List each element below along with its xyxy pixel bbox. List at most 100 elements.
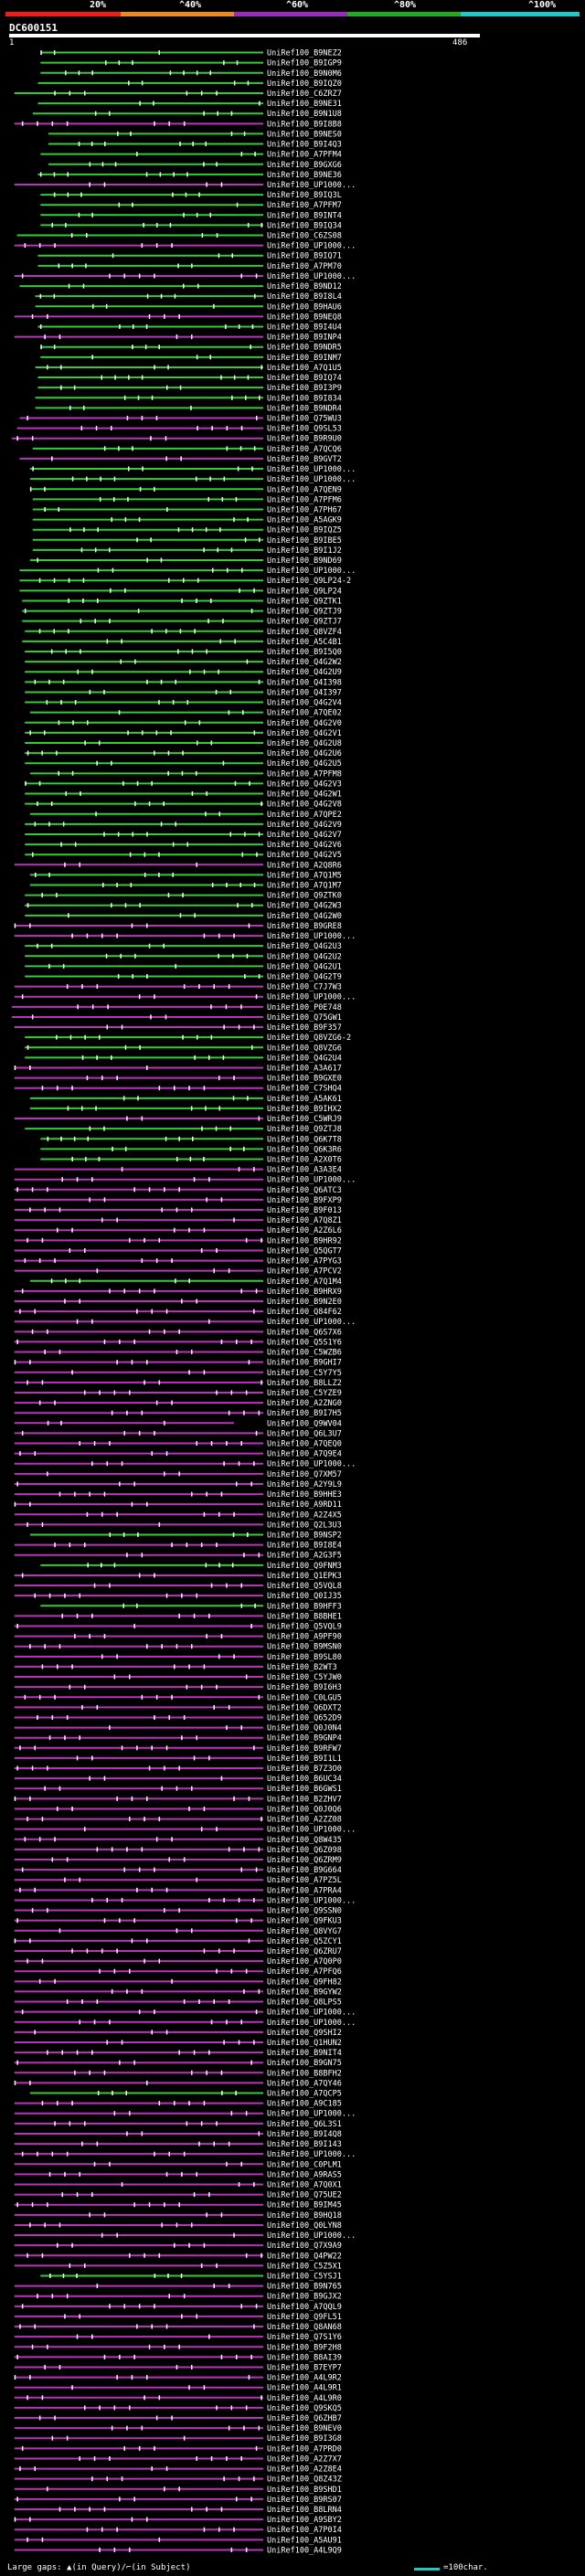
hit-label[interactable]: UniRef100_A9PF90 (267, 1633, 342, 1642)
hit-label[interactable]: UniRef100_B9NES0 (267, 130, 342, 139)
hit-label[interactable]: UniRef100_A7PH67 (267, 505, 342, 514)
hit-label[interactable]: UniRef100_B8LRN4 (267, 2506, 342, 2515)
hit-label[interactable]: UniRef100_Q4G2W1 (267, 790, 342, 800)
hit-label[interactable]: UniRef100_UP1000... (267, 181, 356, 190)
hit-label[interactable]: UniRef100_B9I143 (267, 2140, 342, 2149)
hit-label[interactable]: UniRef100_Q5S1Y6 (267, 1338, 342, 1347)
hit-label[interactable]: UniRef100_C7J7W3 (267, 983, 342, 992)
hit-label[interactable]: UniRef100_B9GN75 (267, 2059, 342, 2068)
hit-label[interactable]: UniRef100_UP1000... (267, 1318, 356, 1327)
hit-label[interactable]: UniRef100_B9GRE8 (267, 922, 342, 931)
hit-label[interactable]: UniRef100_A7Q0P0 (267, 1957, 342, 1966)
hit-label[interactable]: UniRef100_UP1000... (267, 1896, 356, 1905)
hit-label[interactable]: UniRef100_B9IQ71 (267, 252, 342, 261)
hit-label[interactable]: UniRef100_A2Z8E4 (267, 2465, 342, 2475)
hit-label[interactable]: UniRef100_Q1EPK3 (267, 1572, 342, 1581)
hit-label[interactable]: UniRef100_A7PFM4 (267, 151, 342, 160)
hit-label[interactable]: UniRef100_A7PFM8 (267, 769, 342, 779)
hit-label[interactable]: UniRef100_A7Q1M5 (267, 871, 342, 880)
hit-label[interactable]: UniRef100_Q5ZCY1 (267, 1937, 342, 1946)
hit-label[interactable]: UniRef100_A5AGK9 (267, 516, 342, 525)
hit-label[interactable]: UniRef100_Q9SKQ5 (267, 2404, 342, 2413)
hit-label[interactable]: UniRef100_Q7XM57 (267, 1470, 342, 1479)
hit-label[interactable]: UniRef100_B9I3P9 (267, 384, 342, 393)
hit-label[interactable]: UniRef100_B9IQ74 (267, 374, 342, 383)
hit-label[interactable]: UniRef100_Q4G2V3 (267, 779, 342, 789)
hit-label[interactable]: UniRef100_B9NEZ2 (267, 49, 342, 58)
hit-label[interactable]: UniRef100_Q4G2W2 (267, 658, 342, 667)
hit-label[interactable]: UniRef100_Q4PW22 (267, 2252, 342, 2261)
hit-label[interactable]: UniRef100_Q9LP24 (267, 587, 342, 596)
hit-label[interactable]: UniRef100_B7Z3O0 (267, 1765, 342, 1774)
hit-label[interactable]: UniRef100_Q4G2U5 (267, 759, 342, 769)
hit-label[interactable]: UniRef100_B9NDR4 (267, 404, 342, 413)
hit-label[interactable]: UniRef100_B9N2E0 (267, 1298, 342, 1307)
hit-label[interactable]: UniRef100_B9MSN0 (267, 1643, 342, 1652)
hit-label[interactable]: UniRef100_Q0LYN8 (267, 2221, 342, 2231)
hit-label[interactable]: UniRef100_Q4G2U2 (267, 952, 342, 961)
hit-label[interactable]: UniRef100_A3A3E4 (267, 1166, 342, 1175)
hit-label[interactable]: UniRef100_C5YJW0 (267, 1673, 342, 1682)
hit-label[interactable]: UniRef100_Q9ZTK0 (267, 892, 342, 901)
hit-label[interactable]: UniRef100_B9NEV0 (267, 2424, 342, 2433)
hit-label[interactable]: UniRef100_A5AU91 (267, 2536, 342, 2545)
hit-label[interactable]: UniRef100_A2Q8R6 (267, 861, 342, 870)
hit-label[interactable]: UniRef100_A7Q8Z1 (267, 1216, 342, 1225)
hit-label[interactable]: UniRef100_Q4G2U1 (267, 962, 342, 971)
hit-label[interactable]: UniRef100_B9IM45 (267, 2201, 342, 2210)
hit-label[interactable]: UniRef100_A7Q0X1 (267, 2181, 342, 2190)
hit-label[interactable]: UniRef100_Q6K7T8 (267, 1135, 342, 1144)
hit-label[interactable]: UniRef100_A9SBY2 (267, 2516, 342, 2525)
hit-label[interactable]: UniRef100_A2ZZ08 (267, 1816, 342, 1825)
hit-label[interactable]: UniRef100_A7QPE2 (267, 811, 342, 820)
hit-label[interactable]: UniRef100_B8LLZ2 (267, 1379, 342, 1388)
hit-label[interactable]: UniRef100_UP1000... (267, 2231, 356, 2241)
hit-label[interactable]: UniRef100_C5Y7Y5 (267, 1369, 342, 1378)
hit-label[interactable]: UniRef100_B9GXE0 (267, 1075, 342, 1084)
hit-label[interactable]: UniRef100_B9SL80 (267, 1653, 342, 1662)
hit-label[interactable]: UniRef100_A2Z4X5 (267, 1511, 342, 1520)
hit-label[interactable]: UniRef100_UP1000... (267, 1826, 356, 1835)
hit-label[interactable]: UniRef100_A4L9R1 (267, 2384, 342, 2393)
hit-label[interactable]: UniRef100_B9F357 (267, 1023, 342, 1033)
hit-label[interactable]: UniRef100_Q8LPS5 (267, 1998, 342, 2008)
hit-label[interactable]: UniRef100_Q6ATC3 (267, 1186, 342, 1195)
hit-label[interactable]: UniRef100_Q0J0N4 (267, 1724, 342, 1733)
hit-label[interactable]: UniRef100_Q75UE2 (267, 2191, 342, 2200)
hit-label[interactable]: UniRef100_B9IQZ0 (267, 80, 342, 89)
hit-label[interactable]: UniRef100_Q6Z098 (267, 1846, 342, 1855)
hit-label[interactable]: UniRef100_Q9FL51 (267, 2313, 342, 2322)
hit-label[interactable]: UniRef100_Q0J0Q6 (267, 1805, 342, 1814)
hit-label[interactable]: UniRef100_B9I4Q8 (267, 2130, 342, 2139)
hit-label[interactable]: UniRef100_Q8Z43Z (267, 2475, 342, 2485)
hit-label[interactable]: UniRef100_B9NE31 (267, 100, 342, 109)
hit-label[interactable]: UniRef100_Q0IJ35 (267, 1592, 342, 1601)
hit-label[interactable]: UniRef100_A7QQL9 (267, 2303, 342, 2312)
hit-label[interactable]: UniRef100_B9I4Q3 (267, 141, 342, 150)
hit-label[interactable]: UniRef100_UP1000... (267, 932, 356, 941)
hit-label[interactable]: UniRef100_B9GVT2 (267, 455, 342, 464)
hit-label[interactable]: UniRef100_A2Z6L6 (267, 1226, 342, 1235)
hit-label[interactable]: UniRef100_B9ND69 (267, 557, 342, 566)
hit-label[interactable]: UniRef100_B9HQ18 (267, 2211, 342, 2221)
hit-label[interactable]: UniRef100_B9IBE5 (267, 536, 342, 546)
hit-label[interactable]: UniRef100_Q75GW1 (267, 1013, 342, 1023)
hit-label[interactable]: UniRef100_B9I3G8 (267, 2434, 342, 2443)
hit-label[interactable]: UniRef100_Q652D9 (267, 1713, 342, 1723)
hit-label[interactable]: UniRef100_A7Q1M7 (267, 882, 342, 891)
hit-label[interactable]: UniRef100_Q8W435 (267, 1836, 342, 1845)
hit-label[interactable]: UniRef100_Q8VZG6 (267, 1044, 342, 1053)
hit-label[interactable]: UniRef100_B9HFF3 (267, 1602, 342, 1611)
hit-label[interactable]: UniRef100_B9G664 (267, 1866, 342, 1875)
hit-label[interactable]: UniRef100_A7PYG3 (267, 1257, 342, 1267)
hit-label[interactable]: UniRef100_A5C4B1 (267, 638, 342, 647)
hit-label[interactable]: UniRef100_B9GYW2 (267, 1988, 342, 1997)
hit-label[interactable]: UniRef100_C0PLM1 (267, 2160, 342, 2169)
hit-label[interactable]: UniRef100_B9N765 (267, 2283, 342, 2292)
hit-label[interactable]: UniRef100_Q8VZG6-2 (267, 1034, 351, 1043)
hit-label[interactable]: UniRef100_B9R9U0 (267, 435, 342, 444)
hit-label[interactable]: UniRef100_Q4G2T9 (267, 973, 342, 982)
hit-label[interactable]: UniRef100_A7Q1M4 (267, 1277, 342, 1287)
hit-label[interactable]: UniRef100_B7EYP7 (267, 2363, 342, 2372)
hit-label[interactable]: UniRef100_B9IGP9 (267, 59, 342, 69)
